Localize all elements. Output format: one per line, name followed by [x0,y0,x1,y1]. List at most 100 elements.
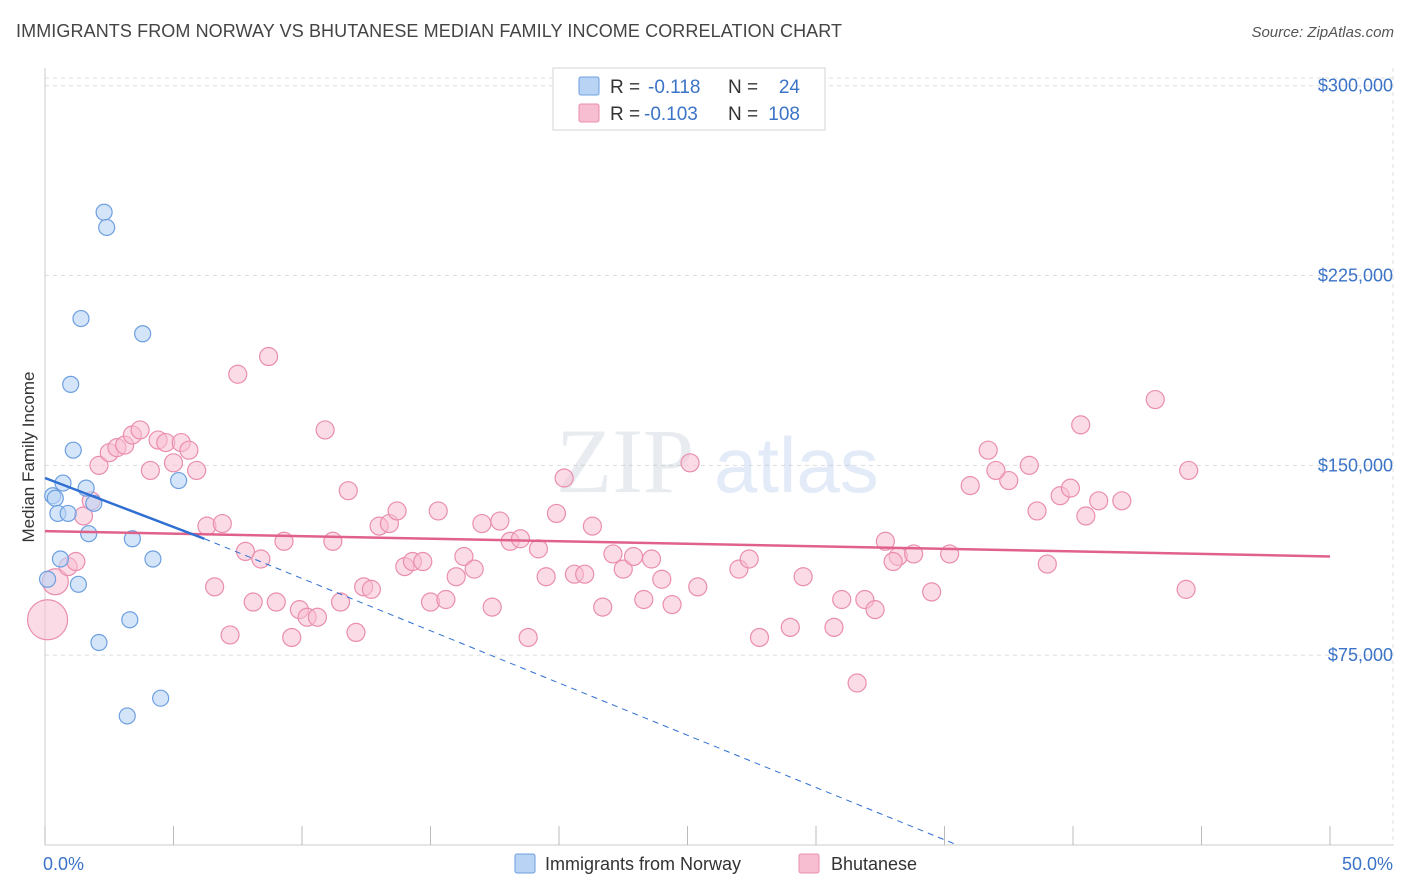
bhutanese-point [66,551,86,572]
bhutanese-point [1027,501,1047,521]
bhutanese-point [865,600,885,620]
bhutanese-point [739,549,759,569]
bhutanese-point [387,501,407,521]
watermark: ZIP atlas [556,410,879,512]
norway-point [90,633,108,652]
bhutanese-point [26,599,69,641]
norway-points [38,203,188,725]
bhutanese-point [749,627,770,648]
y-tick-labels: $75,000 $150,000 $225,000 $300,000 [1318,76,1393,665]
bhutanese-point [307,607,328,627]
y-tick-label: $225,000 [1318,266,1393,286]
bhutanese-point [454,546,474,567]
bottom-legend-label-norway: Immigrants from Norway [545,854,741,874]
bhutanese-point [338,481,358,501]
norway-point [46,489,64,507]
bhutanese-point [832,589,852,610]
bhutanese-point [464,559,484,579]
trend-lines [44,476,1331,846]
bhutanese-point [251,549,271,569]
norway-trend-line [44,476,205,540]
norway-point [64,441,82,459]
bhutanese-point [603,544,623,564]
bhutanese-point [330,592,351,612]
bhutanese-point [1089,491,1109,511]
x-tick-label-min: 0.0% [43,854,84,874]
bhutanese-point [875,531,895,551]
bhutanese-point [243,592,263,612]
bhutanese-point [361,579,381,599]
bhutanese-point [613,559,633,579]
y-axis-label: Median Family Income [19,371,38,542]
bhutanese-point [436,589,456,610]
bhutanese-point [220,625,240,645]
bhutanese-point [582,516,603,536]
bhutanese-point [662,594,682,615]
bhutanese-point [482,597,502,617]
bhutanese-trend-line [44,529,1331,558]
norway-point [152,689,170,707]
bhutanese-point [187,460,207,481]
bhutanese-point [978,440,998,460]
bhutanese-point [212,513,232,534]
norway-point [123,530,141,548]
bhutanese-point [518,627,538,648]
bottom-legend-swatch-bhutanese [798,853,820,874]
bhutanese-point [960,476,980,496]
axes [44,68,1393,846]
bhutanese-point [1112,491,1132,511]
norway-point [59,504,77,523]
legend-swatch-bhutanese [578,103,600,123]
watermark-zip: ZIP [556,410,694,512]
x-ticks [44,826,1331,845]
bhutanese-point [847,673,867,693]
x-tick-label-max: 50.0% [1342,854,1393,874]
bhutanese-point [510,529,531,549]
legend-n-value-norway: 24 [779,77,801,98]
bhutanese-point [536,567,556,587]
norway-point [38,570,57,588]
norway-point [69,575,88,593]
bhutanese-point [528,539,549,559]
bhutanese-point [1145,389,1165,410]
norway-point [72,309,90,328]
bhutanese-point [1037,554,1057,574]
legend-n-label-bhutanese: N = [728,104,758,125]
bhutanese-point [428,501,448,521]
norway-point [95,203,113,221]
bhutanese-point [780,617,800,637]
norway-point [80,525,98,543]
chart-title: IMMIGRANTS FROM NORWAY VS BHUTANESE MEDI… [16,21,843,41]
bottom-legend: Immigrants from Norway Bhutanese [514,853,917,874]
legend: R = -0.118 N = 24 R = -0.103 N = 108 [552,67,826,131]
bhutanese-point [546,503,567,524]
bhutanese-point [205,577,225,597]
bhutanese-point [575,564,595,584]
bottom-legend-label-bhutanese: Bhutanese [831,854,917,874]
bhutanese-point [680,453,700,473]
bhutanese-point [315,420,335,440]
bhutanese-point [258,346,279,367]
bhutanese-point [163,453,184,473]
bhutanese-point [641,549,662,569]
norway-point [118,707,136,725]
bhutanese-point [688,577,708,597]
legend-r-label-bhutanese: R = [610,104,640,125]
bhutanese-point [554,468,574,488]
bhutanese-point [228,364,248,384]
bhutanese-point [266,592,286,612]
bhutanese-point [140,460,160,481]
bhutanese-point [793,567,813,587]
norway-point [51,550,70,568]
bhutanese-point [824,617,844,637]
bhutanese-point [490,511,510,531]
grid-lines [45,68,1394,845]
bhutanese-point [999,470,1019,491]
norway-point [98,218,116,237]
norway-point [144,550,162,568]
bhutanese-point [89,455,109,475]
y-tick-label: $300,000 [1318,76,1393,96]
bhutanese-point [623,546,644,567]
y-tick-label: $75,000 [1328,645,1393,665]
